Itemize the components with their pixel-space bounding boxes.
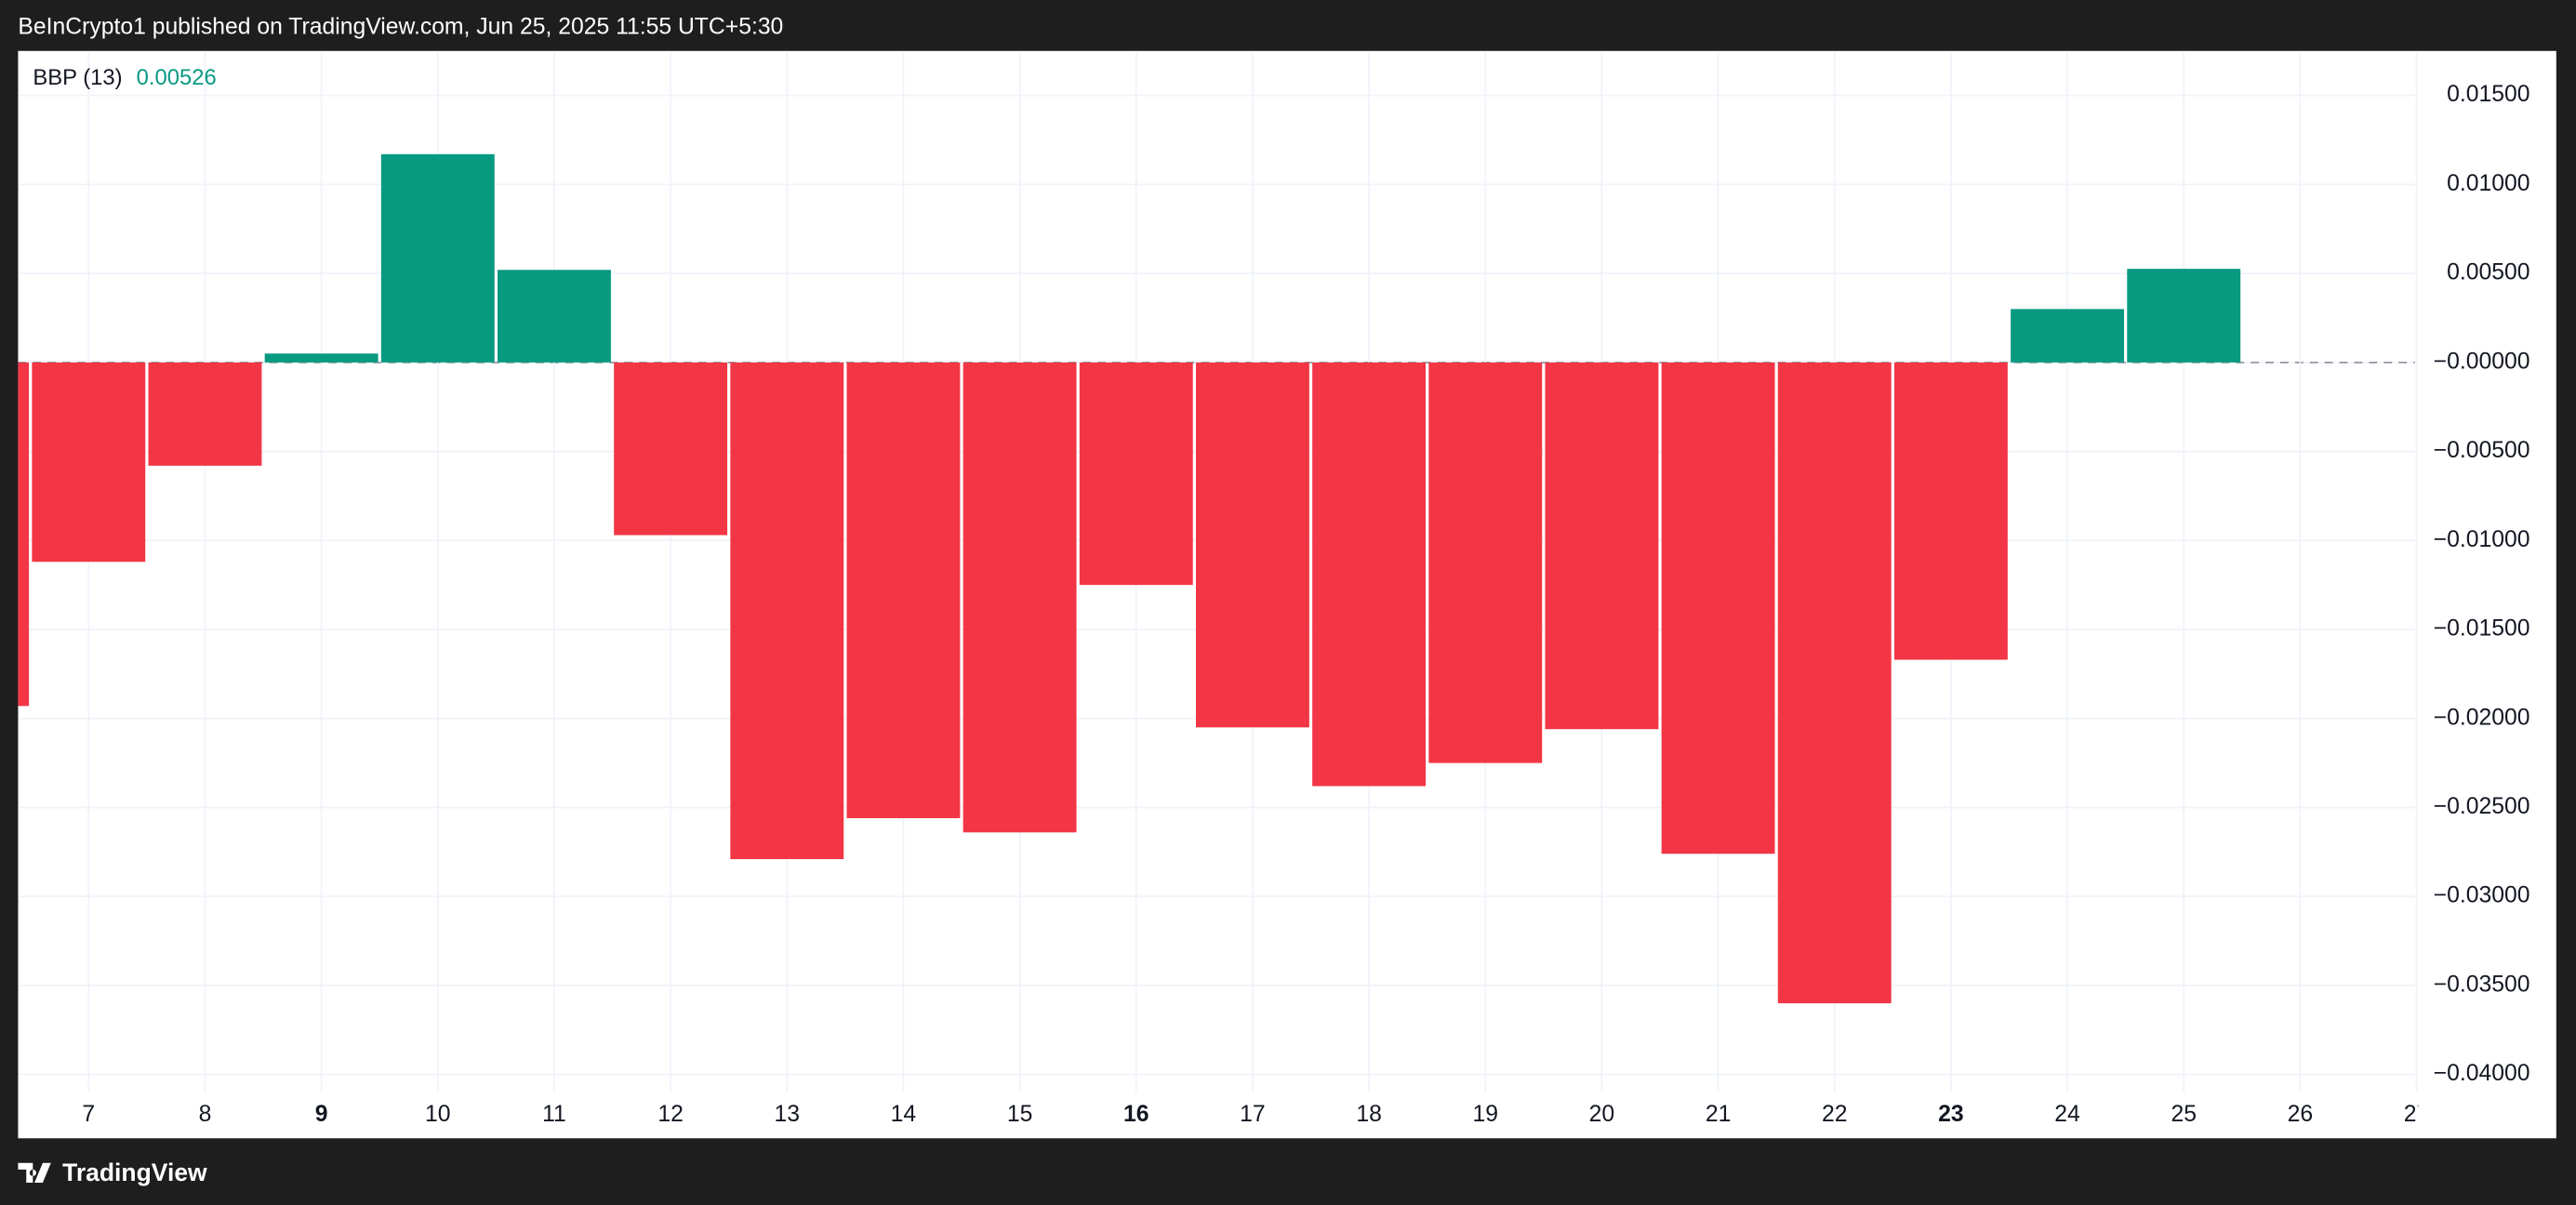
x-tick-label: 25 bbox=[2171, 1102, 2197, 1127]
axes-layer: 0.01500 0.01000 0.00500 −0.00000 −0.00500 −0.… bbox=[82, 82, 2530, 1127]
y-tick-label: −0.00000 bbox=[2434, 349, 2530, 374]
bar bbox=[1195, 362, 1309, 728]
x-tick-label: 11 bbox=[542, 1102, 566, 1127]
bar bbox=[1079, 362, 1193, 586]
bar bbox=[1428, 362, 1543, 763]
y-tick-label: 0.01500 bbox=[2447, 82, 2530, 107]
bar bbox=[380, 153, 495, 363]
x-tick-label: 16 bbox=[1123, 1102, 1149, 1127]
bar bbox=[2127, 269, 2241, 363]
x-tick-label: 21 bbox=[1706, 1102, 1732, 1127]
logo bbox=[18, 1162, 51, 1183]
indicator-name: BBP (13) bbox=[33, 65, 122, 90]
bar bbox=[264, 353, 378, 363]
x-tick-label: 7 bbox=[82, 1102, 95, 1127]
y-tick-label: 0.01000 bbox=[2447, 171, 2530, 196]
x-tick-label: 24 bbox=[2054, 1102, 2080, 1127]
x-tick-label: 10 bbox=[425, 1102, 450, 1127]
x-tick-label: 12 bbox=[657, 1102, 684, 1127]
bar bbox=[730, 362, 844, 859]
bar bbox=[963, 362, 1077, 833]
bar bbox=[498, 270, 611, 363]
y-tick-label: −0.03000 bbox=[2434, 883, 2530, 908]
bar bbox=[148, 362, 262, 466]
y-tick-label: −0.01500 bbox=[2434, 616, 2530, 642]
y-tick-label: −0.04000 bbox=[2434, 1061, 2530, 1086]
y-tick-label: −0.00500 bbox=[2434, 438, 2530, 463]
bar bbox=[1312, 362, 1427, 787]
x-tick-label: 20 bbox=[1589, 1102, 1615, 1127]
y-tick-label: 0.00500 bbox=[2447, 260, 2530, 285]
bar bbox=[1661, 362, 1775, 854]
bar bbox=[2011, 309, 2125, 363]
x-tick-label: 13 bbox=[775, 1102, 800, 1127]
footer-brand[interactable]: TradingView bbox=[62, 1159, 207, 1186]
x-tick-label: 23 bbox=[1938, 1102, 1964, 1127]
x-tick-label: 8 bbox=[199, 1102, 212, 1127]
bar bbox=[1893, 362, 2008, 660]
x-tick-label: 19 bbox=[1473, 1102, 1498, 1127]
x-tick-label: 18 bbox=[1356, 1102, 1382, 1127]
bar bbox=[1777, 362, 1892, 1004]
logo-icon bbox=[18, 1162, 51, 1183]
x-tick-label: 15 bbox=[1007, 1102, 1033, 1127]
x-tick-label: 27 bbox=[2404, 1102, 2430, 1127]
bar bbox=[1545, 362, 1659, 730]
indicator-value: 0.00526 bbox=[137, 65, 217, 90]
y-tick-label: −0.03500 bbox=[2434, 972, 2530, 997]
x-tick-label: 9 bbox=[315, 1102, 328, 1127]
bar bbox=[846, 362, 961, 818]
bar bbox=[614, 362, 728, 536]
x-tick-label: 14 bbox=[891, 1102, 917, 1127]
x-tick-label: 17 bbox=[1240, 1102, 1266, 1127]
x-tick-label: 26 bbox=[2288, 1102, 2314, 1127]
y-tick-label: −0.01000 bbox=[2434, 527, 2530, 552]
bars-layer bbox=[18, 153, 2241, 1004]
y-tick-label: −0.02500 bbox=[2434, 794, 2530, 819]
bar bbox=[32, 362, 146, 563]
x-tick-label: 22 bbox=[1822, 1102, 1847, 1127]
y-tick-label: −0.02000 bbox=[2434, 705, 2530, 730]
header-text: BeInCrypto1 published on TradingView.com… bbox=[18, 15, 783, 40]
bar bbox=[18, 362, 30, 707]
